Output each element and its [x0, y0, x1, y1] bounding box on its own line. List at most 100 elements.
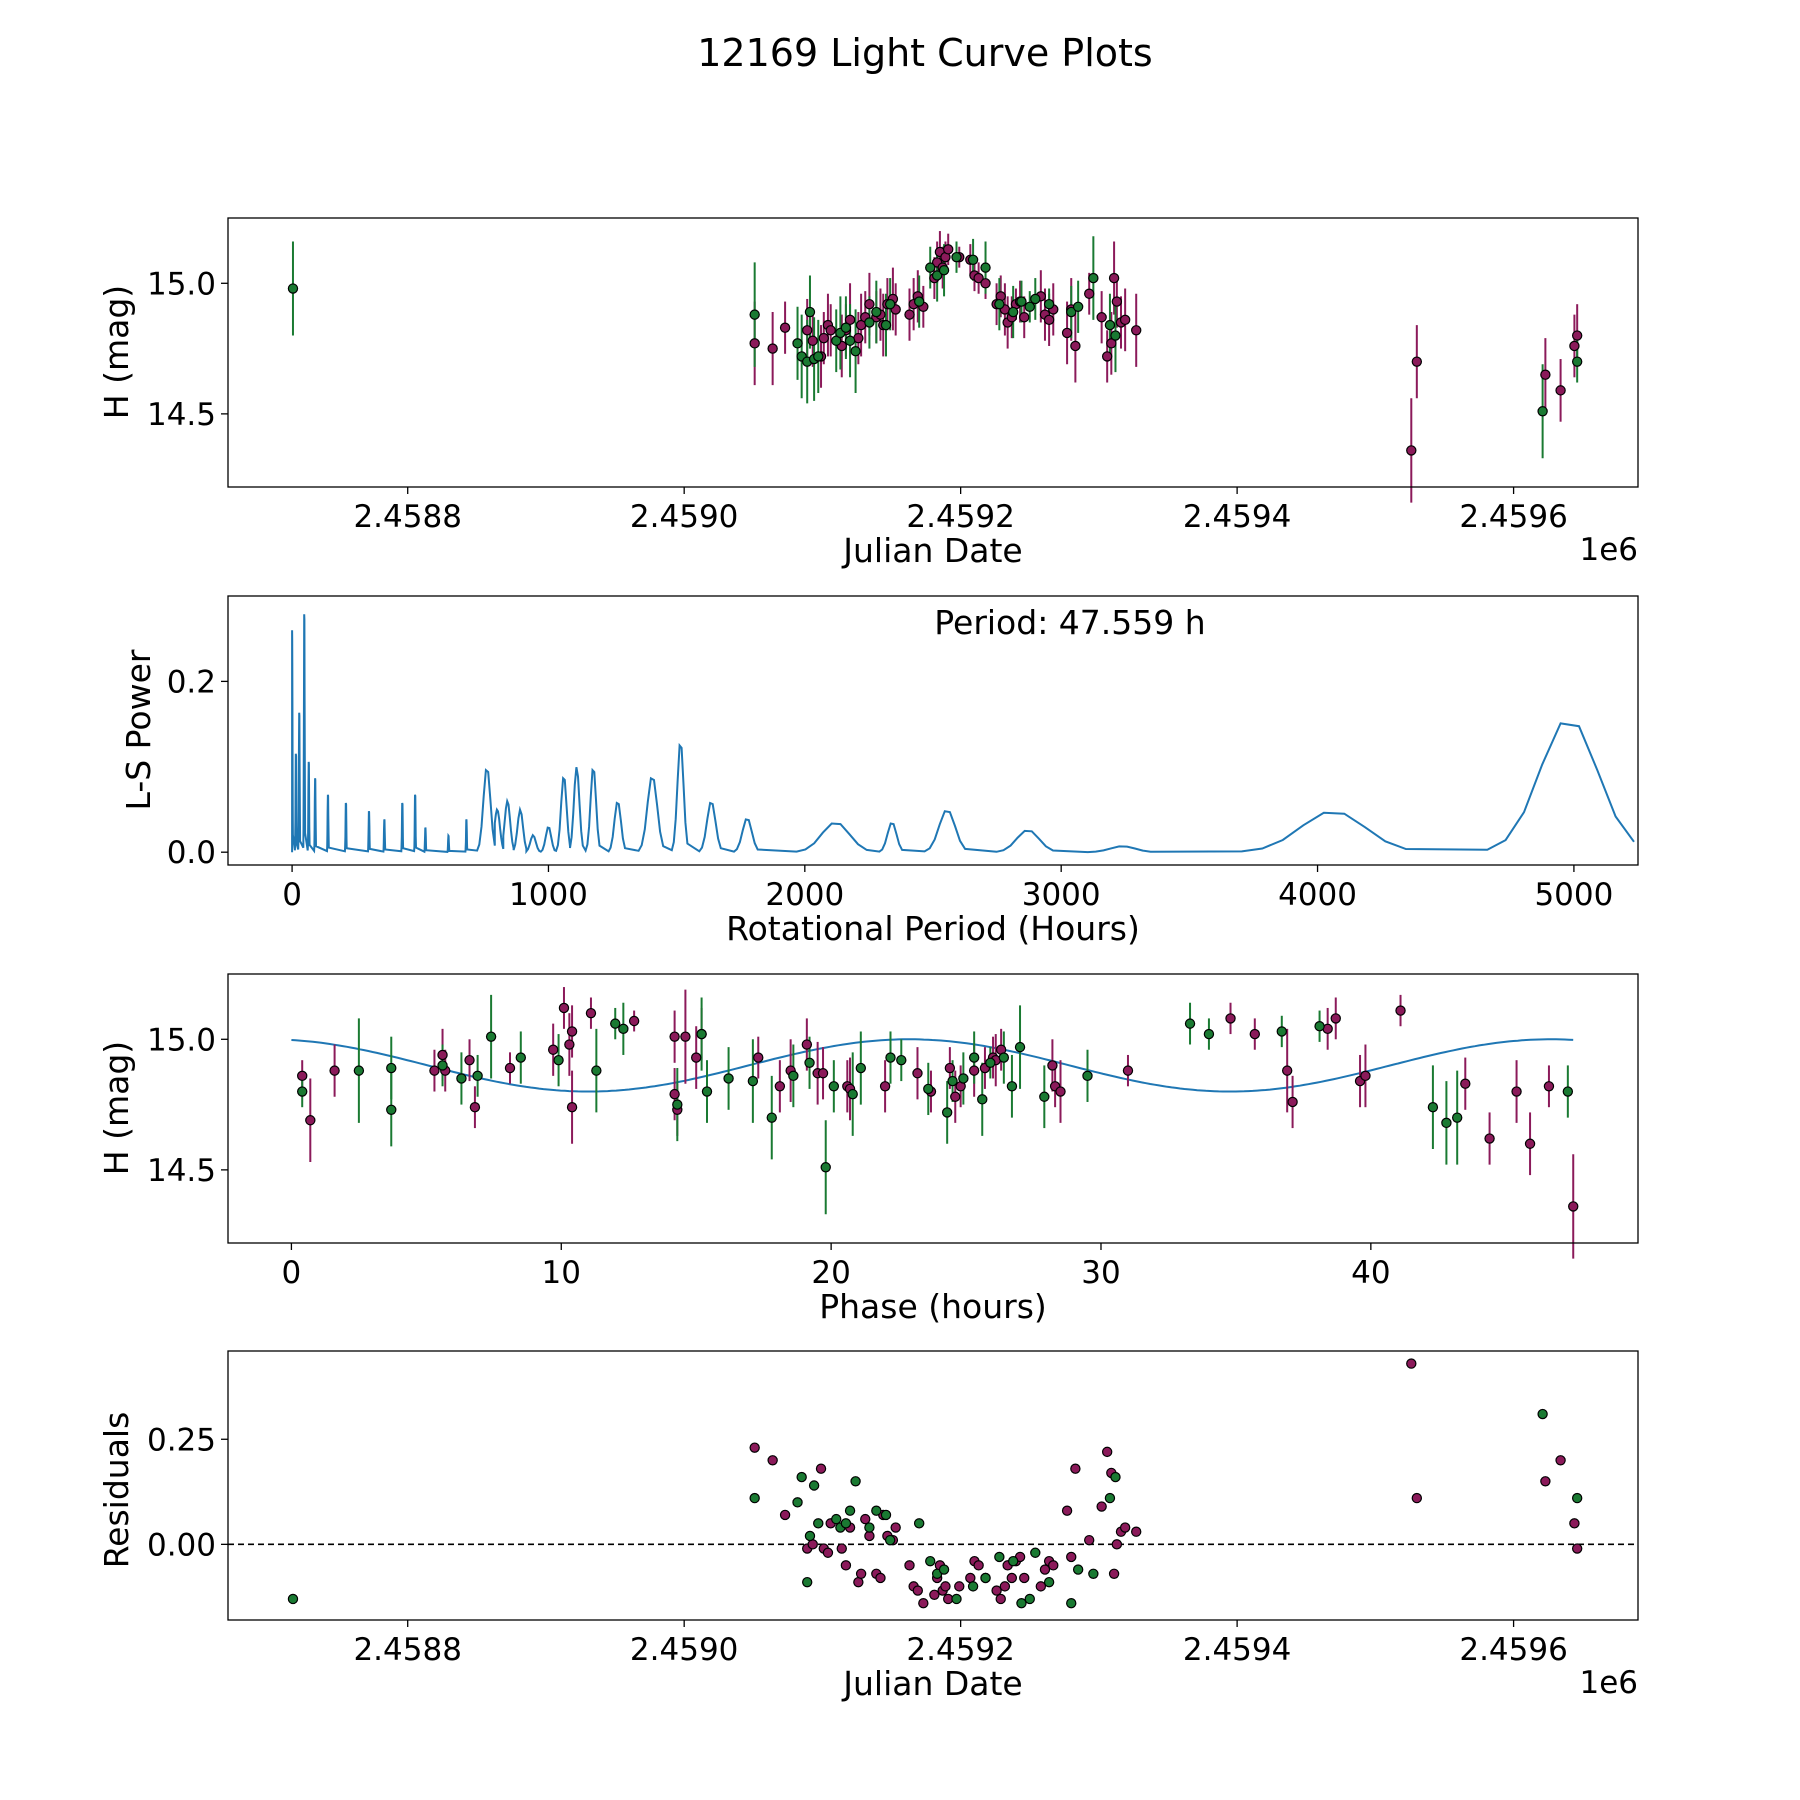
data-point	[1039, 1091, 1050, 1102]
data-point	[884, 1534, 896, 1546]
data-point	[925, 262, 936, 273]
data-point	[1184, 1018, 1196, 1029]
data-point	[1066, 1597, 1077, 1609]
data-point	[429, 1065, 440, 1076]
data-point	[853, 1576, 864, 1588]
data-point	[558, 1002, 570, 1014]
data-point	[456, 1073, 467, 1084]
fit-curve	[291, 1038, 1574, 1093]
x-tick-label: 20	[811, 1255, 850, 1291]
data-point	[1043, 298, 1055, 310]
data-point	[938, 265, 950, 276]
data-point	[1131, 325, 1142, 336]
residuals-ticks: 2.4588 2.4590 2.4592 2.4594 2.4596 0.25 0.00	[147, 1422, 1568, 1668]
x-tick-label: 10	[542, 1255, 581, 1291]
data-point	[850, 345, 861, 357]
x-tick-label: 2.4594	[1183, 1632, 1291, 1668]
data-point	[855, 1568, 867, 1579]
data-point	[938, 1564, 950, 1575]
data-point	[767, 1455, 778, 1466]
data-point	[297, 1070, 308, 1082]
data-point	[1082, 1070, 1093, 1082]
x-tick-label: 5000	[1534, 877, 1613, 913]
data-point	[1106, 338, 1117, 349]
data-point	[885, 1052, 896, 1063]
x-tick-label: 0	[282, 877, 302, 913]
y-tick-label: 15.0	[147, 266, 216, 302]
data-point	[437, 1060, 448, 1071]
data-point	[871, 306, 882, 318]
data-point	[618, 1023, 629, 1035]
data-point	[1061, 1505, 1073, 1516]
data-point	[437, 1049, 448, 1061]
data-point	[1006, 1081, 1018, 1092]
data-point	[1070, 340, 1081, 352]
data-point	[980, 278, 991, 289]
data-point	[913, 1518, 925, 1529]
data-point	[1543, 1081, 1555, 1092]
data-point	[880, 319, 892, 331]
data-point	[1088, 272, 1099, 284]
x-tick-label: 2.4588	[353, 499, 461, 535]
data-point	[844, 335, 856, 346]
x-tick-label: 2.4590	[630, 1632, 738, 1668]
data-point	[1314, 1021, 1325, 1032]
data-point	[1122, 1065, 1134, 1076]
data-point	[1035, 1581, 1047, 1592]
data-point	[1406, 445, 1417, 456]
data-point	[864, 317, 875, 328]
data-point	[850, 1476, 861, 1487]
data-point	[967, 1581, 979, 1592]
data-point	[847, 1088, 858, 1100]
data-point	[913, 296, 925, 307]
data-point	[980, 1572, 991, 1584]
data-point	[1108, 272, 1120, 284]
data-point	[1569, 1518, 1580, 1529]
y-tick-label: 14.5	[147, 397, 216, 433]
y-tick-label: 0.0	[167, 835, 216, 871]
data-point	[329, 1065, 340, 1076]
data-point	[297, 1086, 308, 1097]
data-point	[1569, 340, 1580, 352]
x-tick-label: 2.4596	[1459, 1632, 1567, 1668]
data-point	[1537, 1408, 1548, 1420]
data-point	[855, 1062, 867, 1074]
data-point	[860, 1513, 871, 1525]
data-point	[1511, 1086, 1522, 1097]
data-point	[923, 1083, 934, 1095]
data-point	[940, 1581, 951, 1592]
periodogram-ylabel: L-S Power	[119, 649, 158, 810]
data-point	[1110, 1471, 1121, 1483]
data-point	[958, 1073, 969, 1084]
data-point	[1066, 1551, 1077, 1563]
data-point	[672, 1099, 683, 1110]
data-point	[944, 1062, 956, 1074]
data-point	[801, 1039, 813, 1050]
data-point	[1016, 1597, 1027, 1609]
data-point	[753, 1052, 764, 1063]
data-point	[566, 1101, 578, 1113]
periodogram-ticks: 0 1000 2000 3000 4000 5000 0.0 0.2	[167, 664, 1614, 913]
x-tick-label: 2.4596	[1459, 499, 1567, 535]
data-point	[918, 1597, 929, 1609]
data-point	[1203, 1028, 1215, 1040]
x-tick-label: 2.4592	[906, 499, 1014, 535]
data-point	[1411, 356, 1423, 367]
data-point	[820, 1162, 831, 1173]
data-point	[840, 1560, 852, 1571]
data-point	[1281, 1065, 1293, 1076]
data-point	[566, 1026, 578, 1037]
data-point	[591, 1065, 602, 1076]
data-point	[941, 1107, 953, 1118]
data-point	[1441, 1117, 1452, 1129]
data-point	[504, 1062, 516, 1074]
data-point	[353, 1065, 365, 1076]
periodogram-marks	[291, 614, 1635, 855]
lightcurve-xlabel: Julian Date	[841, 531, 1023, 570]
data-point	[1427, 1101, 1439, 1113]
data-point	[804, 1057, 815, 1068]
data-point	[749, 1442, 760, 1453]
data-point	[779, 322, 791, 333]
data-point	[818, 332, 829, 344]
data-point	[1072, 1564, 1084, 1575]
